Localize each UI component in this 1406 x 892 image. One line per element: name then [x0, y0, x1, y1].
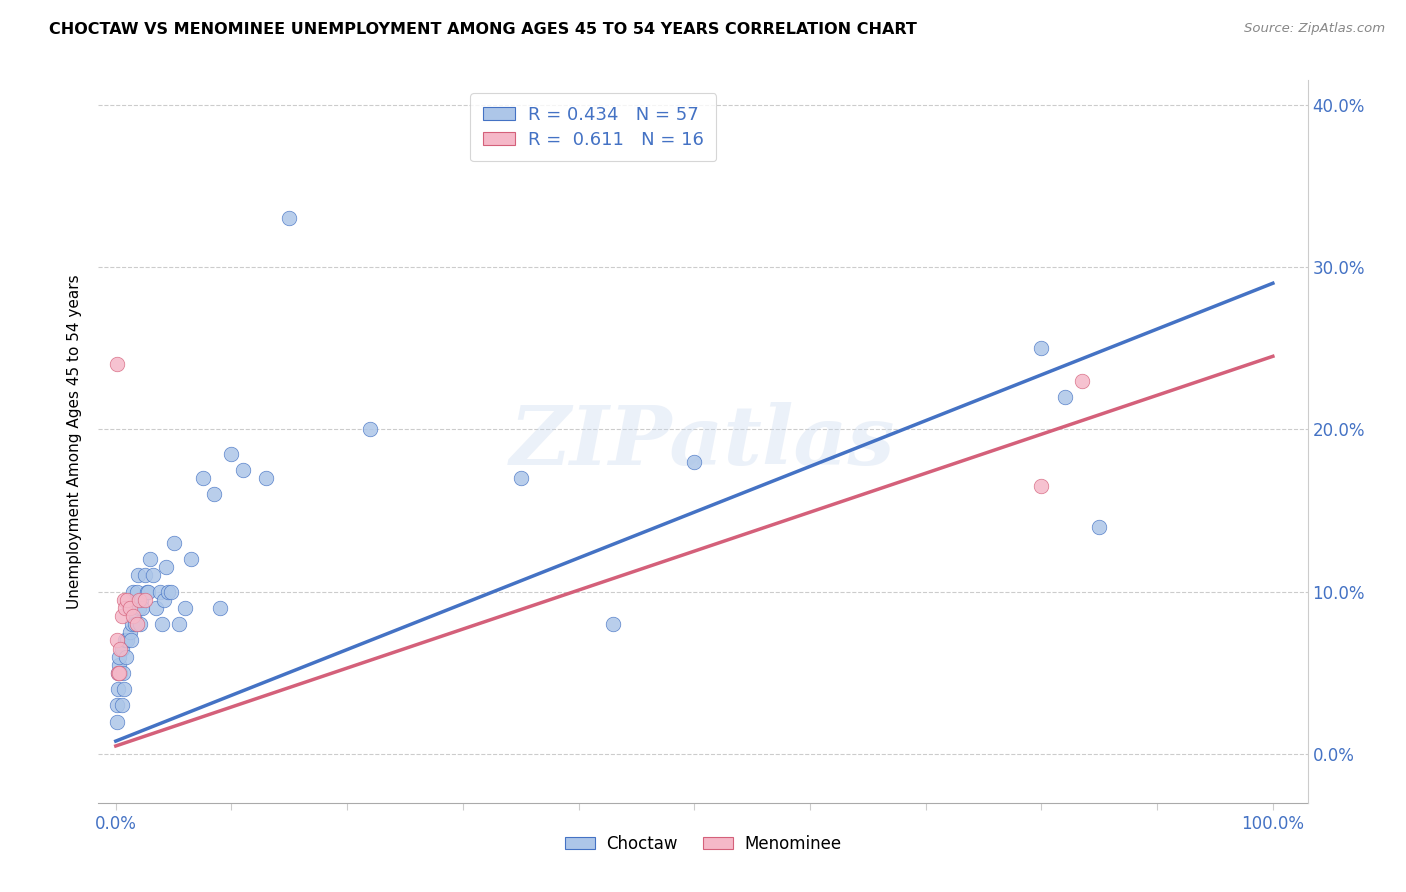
Point — [105, 358, 128, 372]
Point — [118, 625, 141, 640]
Point — [136, 584, 159, 599]
Point — [110, 698, 132, 713]
Point — [602, 617, 624, 632]
Point — [105, 714, 128, 729]
Point — [114, 601, 136, 615]
Point — [1071, 374, 1094, 388]
Legend: Choctaw, Menominee: Choctaw, Menominee — [558, 828, 848, 860]
Point — [112, 592, 135, 607]
Point — [278, 211, 301, 226]
Point — [232, 463, 254, 477]
Point — [105, 633, 128, 648]
Point — [110, 641, 132, 656]
Point — [129, 592, 152, 607]
Point — [1031, 479, 1053, 493]
Point — [169, 617, 191, 632]
Point — [1053, 390, 1076, 404]
Point — [108, 649, 131, 664]
Point — [117, 601, 139, 615]
Point — [122, 609, 145, 624]
Point — [120, 633, 142, 648]
Text: ZIPatlas: ZIPatlas — [510, 401, 896, 482]
Point — [110, 665, 132, 680]
Point — [110, 609, 132, 624]
Point — [107, 665, 129, 680]
Point — [107, 682, 129, 697]
Point — [122, 584, 145, 599]
Point — [129, 617, 152, 632]
Point — [134, 592, 156, 607]
Point — [155, 560, 177, 574]
Point — [142, 568, 165, 582]
Point — [105, 698, 128, 713]
Point — [112, 682, 135, 697]
Point — [117, 592, 139, 607]
Point — [125, 584, 148, 599]
Point — [131, 601, 153, 615]
Point — [136, 584, 159, 599]
Point — [153, 592, 176, 607]
Point — [107, 665, 129, 680]
Point — [150, 617, 173, 632]
Point — [114, 633, 136, 648]
Point — [134, 568, 156, 582]
Point — [108, 657, 131, 672]
Point — [254, 471, 277, 485]
Point — [180, 552, 202, 566]
Point — [115, 649, 138, 664]
Point — [509, 471, 531, 485]
Point — [125, 617, 148, 632]
Point — [156, 584, 179, 599]
Point — [139, 552, 162, 566]
Point — [162, 536, 184, 550]
Point — [108, 665, 131, 680]
Point — [174, 601, 197, 615]
Point — [191, 471, 214, 485]
Point — [117, 633, 139, 648]
Point — [110, 641, 132, 656]
Point — [208, 601, 231, 615]
Point — [1031, 341, 1053, 355]
Point — [127, 568, 149, 582]
Y-axis label: Unemployment Among Ages 45 to 54 years: Unemployment Among Ages 45 to 54 years — [67, 274, 83, 609]
Point — [118, 601, 141, 615]
Point — [121, 617, 143, 632]
Point — [111, 665, 134, 680]
Text: CHOCTAW VS MENOMINEE UNEMPLOYMENT AMONG AGES 45 TO 54 YEARS CORRELATION CHART: CHOCTAW VS MENOMINEE UNEMPLOYMENT AMONG … — [49, 22, 917, 37]
Point — [1088, 520, 1111, 534]
Point — [124, 609, 146, 624]
Point — [145, 601, 167, 615]
Point — [202, 487, 225, 501]
Point — [128, 601, 150, 615]
Point — [124, 617, 146, 632]
Point — [359, 422, 381, 436]
Point — [149, 584, 172, 599]
Text: Source: ZipAtlas.com: Source: ZipAtlas.com — [1244, 22, 1385, 36]
Point — [160, 584, 183, 599]
Point — [683, 455, 706, 469]
Point — [128, 592, 150, 607]
Point — [221, 447, 243, 461]
